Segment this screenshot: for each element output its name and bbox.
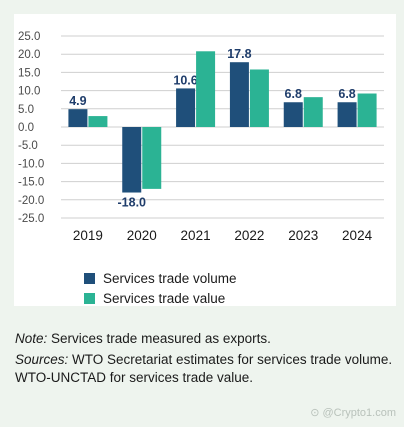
- note-text: Services trade measured as exports.: [47, 331, 271, 346]
- x-tick-label: 2021: [181, 228, 211, 243]
- data-label: 10.6: [173, 73, 197, 87]
- x-tick-label: 2023: [288, 228, 318, 243]
- note-label: Note:: [15, 331, 48, 346]
- data-label: 6.8: [285, 87, 302, 101]
- bar-value: [249, 69, 269, 127]
- sources-line: Sources: WTO Secretariat estimates for s…: [15, 351, 395, 387]
- bar-value: [142, 127, 162, 189]
- y-tick-label: 20.0: [18, 49, 40, 61]
- y-tick-label: 5.0: [18, 104, 34, 116]
- legend: Services trade volume Services trade val…: [84, 268, 237, 308]
- bar-volume: [337, 102, 357, 127]
- bar-volume: [229, 62, 249, 127]
- legend-label-value: Services trade value: [103, 290, 226, 306]
- bar-value: [196, 51, 216, 128]
- bar-value: [303, 97, 323, 127]
- watermark: ⊙ @Crypto1.com: [310, 407, 396, 419]
- y-tick-label: 25.0: [18, 31, 40, 43]
- legend-swatch-volume: [84, 272, 95, 284]
- x-tick-label: 2019: [73, 228, 103, 243]
- notes: Note: Services trade measured as exports…: [15, 330, 395, 390]
- bar-value: [88, 116, 108, 127]
- sources-text: WTO Secretariat estimates for services t…: [15, 352, 393, 385]
- legend-label-volume: Services trade volume: [103, 270, 237, 286]
- y-tick-label: -20.0: [18, 195, 44, 207]
- x-tick-label: 2024: [342, 228, 373, 243]
- y-tick-label: 0.0: [18, 122, 34, 134]
- bar-volume: [68, 109, 88, 127]
- legend-item-volume: Services trade volume: [84, 268, 237, 288]
- data-label: 17.8: [227, 47, 251, 61]
- y-tick-label: -5.0: [18, 140, 38, 152]
- note-line: Note: Services trade measured as exports…: [15, 330, 395, 348]
- x-tick-label: 2022: [234, 228, 264, 243]
- data-label: -18.0: [118, 196, 147, 210]
- data-label: 6.8: [338, 87, 355, 101]
- legend-item-value: Services trade value: [84, 288, 237, 308]
- bar-value: [357, 93, 377, 127]
- bar-chart: 25.0 20.0 15.0 10.0 5.0 0.0 -5.0 -10.0 -15.0 -20.…: [18, 31, 384, 243]
- y-tick-label: -10.0: [18, 158, 44, 170]
- chart-panel: 25.0 20.0 15.0 10.0 5.0 0.0 -5.0 -10.0 -15.0 -20.…: [14, 14, 396, 306]
- sources-label: Sources:: [15, 352, 69, 367]
- y-tick-label: -25.0: [18, 213, 44, 225]
- y-tick-label: -15.0: [18, 177, 44, 189]
- y-tick-label: 15.0: [18, 67, 40, 79]
- legend-swatch-value: [84, 292, 95, 304]
- y-tick-label: 10.0: [18, 86, 40, 98]
- x-tick-label: 2020: [127, 228, 157, 243]
- bar-volume: [283, 102, 303, 127]
- data-label: 4.9: [69, 94, 86, 108]
- bar-volume: [176, 88, 196, 127]
- bar-volume: [122, 127, 142, 193]
